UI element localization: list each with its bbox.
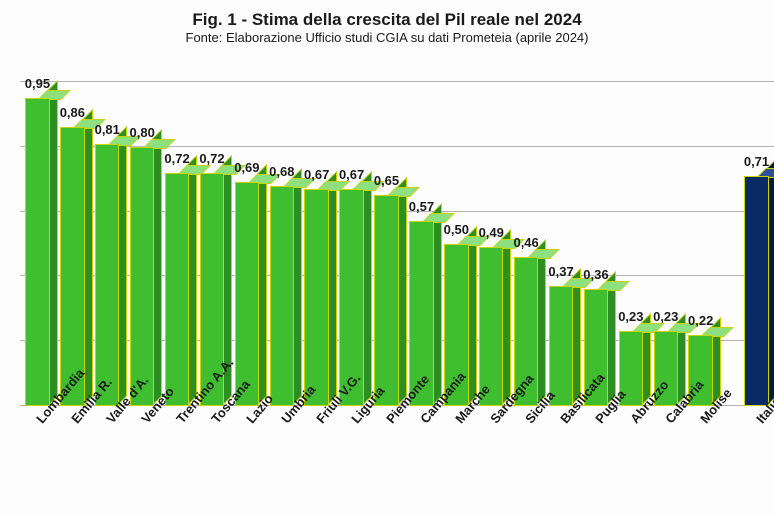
chart-subtitle: Fonte: Elaborazione Ufficio studi CGIA s… bbox=[0, 30, 774, 45]
bar-slot: 0,46 bbox=[509, 82, 544, 406]
bar-slot: 0,36 bbox=[579, 82, 614, 406]
bar-slot: 0,86 bbox=[55, 82, 90, 406]
bar-front bbox=[60, 127, 84, 406]
bar-value-label: 0,57 bbox=[409, 199, 434, 214]
x-label-slot: Liguria bbox=[334, 406, 369, 516]
bar-front bbox=[25, 98, 49, 406]
bars-row: 0,95 0,86 0,81 0,80 0,72 0,72 0,69 0,68 0,67 0,67… bbox=[20, 82, 774, 406]
chart-container: Fig. 1 - Stima della crescita del Pil re… bbox=[0, 0, 774, 516]
bar: 0,72 bbox=[165, 173, 189, 406]
x-label-slot: Sicilia bbox=[509, 406, 544, 516]
x-label-slot: Emilia R. bbox=[55, 406, 90, 516]
bar-value-label: 0,68 bbox=[269, 164, 294, 179]
x-label-slot: Calabria bbox=[648, 406, 683, 516]
bar-slot: 0,50 bbox=[439, 82, 474, 406]
x-label-slot: Veneto bbox=[125, 406, 160, 516]
bar: 0,65 bbox=[374, 195, 398, 406]
x-label-slot: Valle d'A. bbox=[90, 406, 125, 516]
bar-slot: 0,57 bbox=[404, 82, 439, 406]
bar-value-label: 0,72 bbox=[199, 151, 224, 166]
x-label-slot: Trentino A.A. bbox=[160, 406, 195, 516]
bar-slot: 0,23 bbox=[648, 82, 683, 406]
x-label-slot: Lazio bbox=[229, 406, 264, 516]
bar-slot: 0,71 bbox=[739, 82, 774, 406]
bar-slot: 0,80 bbox=[125, 82, 160, 406]
bar-front bbox=[374, 195, 398, 406]
bar-value-label: 0,67 bbox=[304, 167, 329, 182]
bar-front bbox=[270, 186, 294, 406]
bar: 0,81 bbox=[95, 144, 119, 406]
x-axis-labels: LombardiaEmilia R.Valle d'A.VenetoTrenti… bbox=[20, 406, 774, 516]
bar-slot: 0,37 bbox=[544, 82, 579, 406]
x-label-slot: Basilicata bbox=[544, 406, 579, 516]
bar-slot: 0,67 bbox=[299, 82, 334, 406]
bar-front bbox=[130, 147, 154, 406]
bar: 0,80 bbox=[130, 147, 154, 406]
series-gap-label bbox=[718, 406, 739, 516]
bar-value-label: 0,37 bbox=[548, 264, 573, 279]
bar-value-label: 0,69 bbox=[234, 160, 259, 175]
chart-title: Fig. 1 - Stima della crescita del Pil re… bbox=[0, 10, 774, 30]
x-label-slot: Piemonte bbox=[369, 406, 404, 516]
bar: 0,71 bbox=[744, 176, 768, 406]
bar-slot: 0,69 bbox=[229, 82, 264, 406]
bar-front bbox=[165, 173, 189, 406]
x-label-slot: Marche bbox=[439, 406, 474, 516]
bar-value-label: 0,71 bbox=[744, 154, 769, 169]
x-label-slot: Lombardia bbox=[20, 406, 55, 516]
bar-front bbox=[235, 182, 259, 406]
bar-value-label: 0,46 bbox=[513, 235, 538, 250]
bar-front bbox=[549, 286, 573, 406]
x-label-slot: Puglia bbox=[579, 406, 614, 516]
bar: 0,95 bbox=[25, 98, 49, 406]
bar-slot: 0,72 bbox=[160, 82, 195, 406]
x-label-slot: Abruzzo bbox=[613, 406, 648, 516]
bar-slot: 0,95 bbox=[20, 82, 55, 406]
bar-value-label: 0,23 bbox=[653, 309, 678, 324]
bar: 0,68 bbox=[270, 186, 294, 406]
bar-slot: 0,22 bbox=[683, 82, 718, 406]
bar-front bbox=[744, 176, 768, 406]
bar-slot: 0,67 bbox=[334, 82, 369, 406]
x-label-slot: Sardegna bbox=[474, 406, 509, 516]
bar-value-label: 0,81 bbox=[95, 122, 120, 137]
bar: 0,67 bbox=[304, 189, 328, 406]
x-label-slot: Umbria bbox=[264, 406, 299, 516]
bar-value-label: 0,23 bbox=[618, 309, 643, 324]
bar-value-label: 0,22 bbox=[688, 313, 713, 328]
bar: 0,69 bbox=[235, 182, 259, 406]
bar-slot: 0,68 bbox=[264, 82, 299, 406]
bar-value-label: 0,65 bbox=[374, 173, 399, 188]
bar-front bbox=[304, 189, 328, 406]
x-label-slot: Friuli V.G. bbox=[299, 406, 334, 516]
series-gap bbox=[718, 82, 739, 406]
bar-value-label: 0,72 bbox=[164, 151, 189, 166]
bar-front bbox=[95, 144, 119, 406]
bar-value-label: 0,67 bbox=[339, 167, 364, 182]
bar-value-label: 0,50 bbox=[444, 222, 469, 237]
bar-slot: 0,65 bbox=[369, 82, 404, 406]
bar: 0,37 bbox=[549, 286, 573, 406]
bar: 0,86 bbox=[60, 127, 84, 406]
x-label-slot: Molise bbox=[683, 406, 718, 516]
bar-value-label: 0,49 bbox=[479, 225, 504, 240]
bar-value-label: 0,36 bbox=[583, 267, 608, 282]
bar-value-label: 0,95 bbox=[25, 76, 50, 91]
x-label-slot: Campania bbox=[404, 406, 439, 516]
bar-slot: 0,49 bbox=[474, 82, 509, 406]
bar-value-label: 0,86 bbox=[60, 105, 85, 120]
bar-value-label: 0,80 bbox=[130, 125, 155, 140]
x-label-slot: Italia bbox=[739, 406, 774, 516]
plot-area: 0,95 0,86 0,81 0,80 0,72 0,72 0,69 0,68 0,67 0,67… bbox=[20, 82, 774, 406]
bar-slot: 0,81 bbox=[90, 82, 125, 406]
bar-slot: 0,23 bbox=[613, 82, 648, 406]
x-label-slot: Toscana bbox=[195, 406, 230, 516]
